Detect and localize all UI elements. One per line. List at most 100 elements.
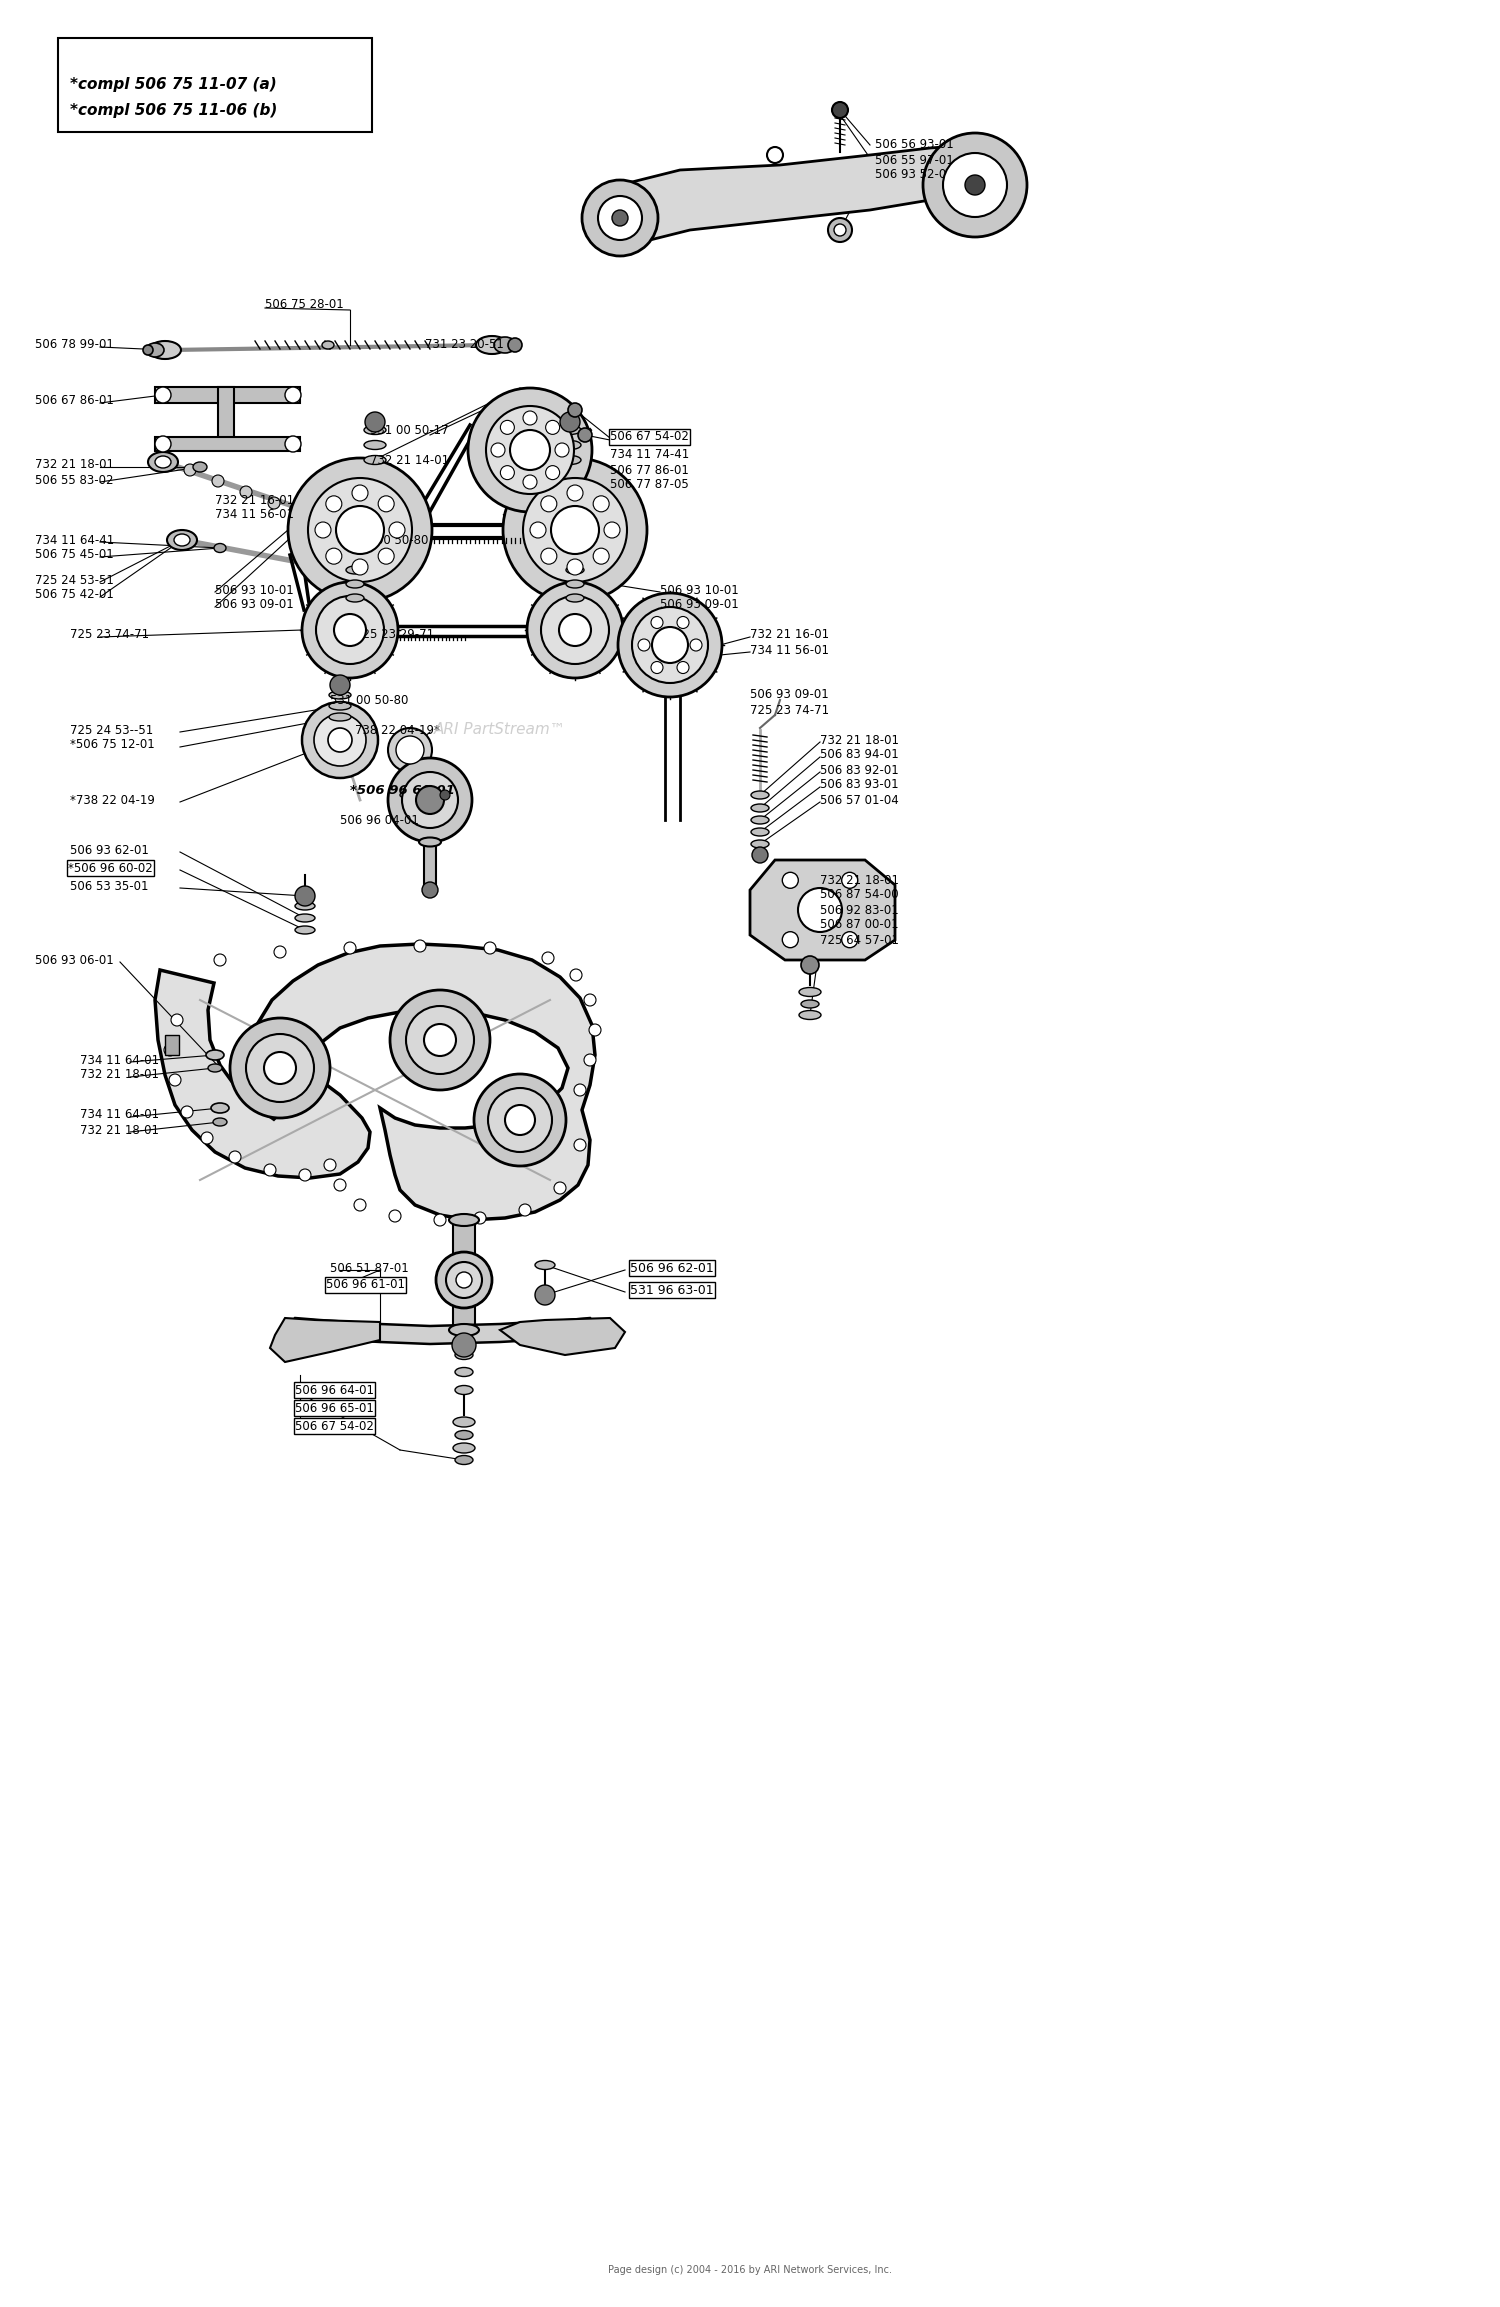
Ellipse shape [290,501,320,519]
Text: 506 55 83-02: 506 55 83-02 [34,473,114,487]
Ellipse shape [448,1213,478,1225]
Text: Page design (c) 2004 - 2016 by ARI Network Services, Inc.: Page design (c) 2004 - 2016 by ARI Netwo… [608,2265,892,2275]
Ellipse shape [296,914,315,923]
Circle shape [526,581,622,678]
Circle shape [652,628,688,662]
Circle shape [542,595,609,664]
Text: 732 21 18-01: 732 21 18-01 [80,1068,159,1082]
Ellipse shape [142,346,153,355]
Ellipse shape [346,579,364,588]
Ellipse shape [560,424,580,434]
Text: 506 93 09-01: 506 93 09-01 [750,687,828,701]
Circle shape [268,496,280,510]
Text: 731 23 20-51: 731 23 20-51 [424,339,504,351]
Circle shape [326,549,342,565]
Text: 734 11 64-01: 734 11 64-01 [80,1107,159,1121]
Circle shape [396,736,424,764]
Circle shape [584,994,596,1006]
Circle shape [676,662,688,674]
Ellipse shape [214,544,226,551]
Ellipse shape [213,1119,226,1126]
Ellipse shape [400,791,420,798]
Ellipse shape [364,441,386,450]
Circle shape [834,224,846,235]
Circle shape [574,1084,586,1096]
Circle shape [230,1151,242,1163]
Bar [424,842,436,886]
Circle shape [352,484,368,501]
Circle shape [542,496,556,512]
Text: 725 23 74-71: 725 23 74-71 [750,704,830,717]
Ellipse shape [209,1064,222,1073]
Circle shape [632,607,708,683]
Text: 725 23 29-71: 725 23 29-71 [356,628,434,641]
Ellipse shape [752,805,770,812]
Circle shape [651,662,663,674]
Ellipse shape [296,925,315,934]
Text: 506 87 54-00: 506 87 54-00 [821,888,898,902]
Circle shape [154,436,171,452]
Ellipse shape [346,565,364,574]
Text: 506 93 10-01: 506 93 10-01 [660,584,738,598]
Text: 506 75 28-01: 506 75 28-01 [266,298,344,311]
Text: *compl 506 75 11-06 (b): *compl 506 75 11-06 (b) [70,102,278,118]
Circle shape [560,413,580,431]
Circle shape [201,1133,213,1144]
Bar [453,1220,476,1331]
Circle shape [314,713,366,766]
Polygon shape [750,861,896,960]
Text: 734 11 56-01: 734 11 56-01 [750,644,830,657]
Circle shape [501,420,515,434]
Text: 506 78 99-01: 506 78 99-01 [34,339,114,351]
Ellipse shape [194,461,207,473]
Ellipse shape [566,565,584,574]
Ellipse shape [448,1324,478,1336]
Circle shape [406,1006,474,1075]
Text: 506 83 92-01: 506 83 92-01 [821,764,898,777]
Ellipse shape [328,713,351,722]
Circle shape [240,487,252,498]
Circle shape [783,872,798,888]
Circle shape [452,1333,476,1357]
Ellipse shape [752,840,770,849]
Circle shape [456,1271,472,1287]
Circle shape [638,639,650,651]
Circle shape [798,888,842,932]
Circle shape [474,1211,486,1225]
Text: *506 96 60-01: *506 96 60-01 [350,784,454,796]
Ellipse shape [453,1442,476,1453]
Text: 506 96 64-01: 506 96 64-01 [296,1384,374,1396]
Text: *506 96 60-02: *506 96 60-02 [68,861,153,874]
Circle shape [436,1253,492,1308]
Circle shape [170,1075,182,1087]
Circle shape [316,595,384,664]
Bar [154,388,300,404]
Circle shape [324,1158,336,1172]
Circle shape [326,496,342,512]
Polygon shape [604,145,990,249]
Ellipse shape [174,533,190,547]
Circle shape [330,676,350,694]
Circle shape [354,1200,366,1211]
Text: 506 53 35-01: 506 53 35-01 [70,881,148,893]
Circle shape [567,558,584,574]
Circle shape [364,413,386,431]
Ellipse shape [560,454,580,464]
Circle shape [574,1140,586,1151]
Circle shape [503,459,646,602]
Circle shape [154,388,171,404]
Text: ARI PartStream™: ARI PartStream™ [433,722,566,738]
Circle shape [570,969,582,980]
Circle shape [388,729,432,773]
Text: 732 21 16-01: 732 21 16-01 [214,494,294,508]
Circle shape [164,1045,176,1057]
Text: *compl 506 75 11-07 (a): *compl 506 75 11-07 (a) [70,78,276,92]
Circle shape [302,581,398,678]
Circle shape [336,505,384,554]
Text: 734 11 64-01: 734 11 64-01 [80,1054,159,1066]
Text: 506 93 06-01: 506 93 06-01 [34,953,114,967]
Circle shape [440,789,450,801]
Circle shape [842,872,858,888]
Text: 506 83 93-01: 506 83 93-01 [821,777,898,791]
Text: 725 64 57-01: 725 64 57-01 [821,934,898,946]
